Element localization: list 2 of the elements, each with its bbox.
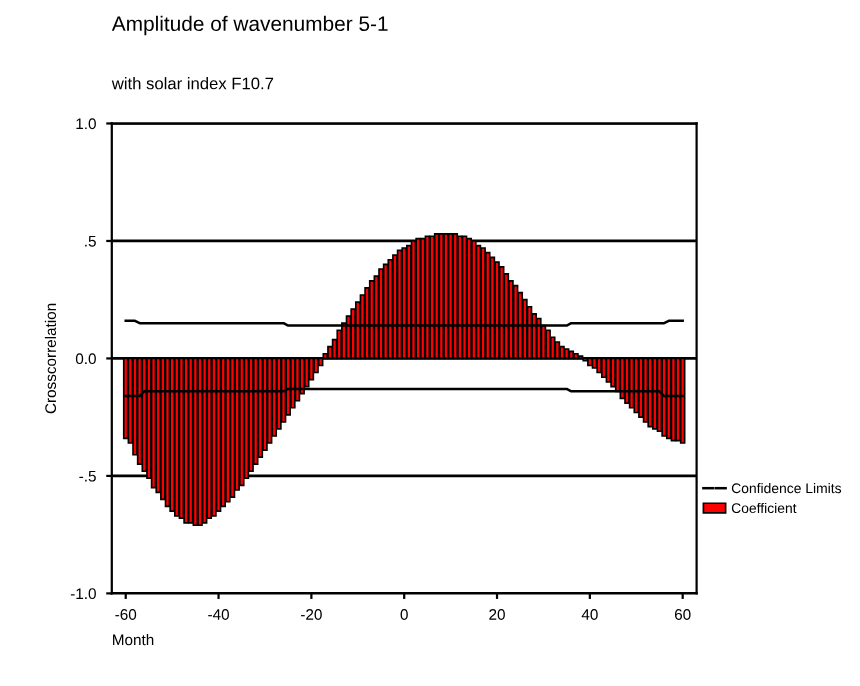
chart-title: Amplitude of wavenumber 5-1: [111, 15, 388, 36]
chart-subtitle: with solar index F10.7: [111, 77, 274, 90]
